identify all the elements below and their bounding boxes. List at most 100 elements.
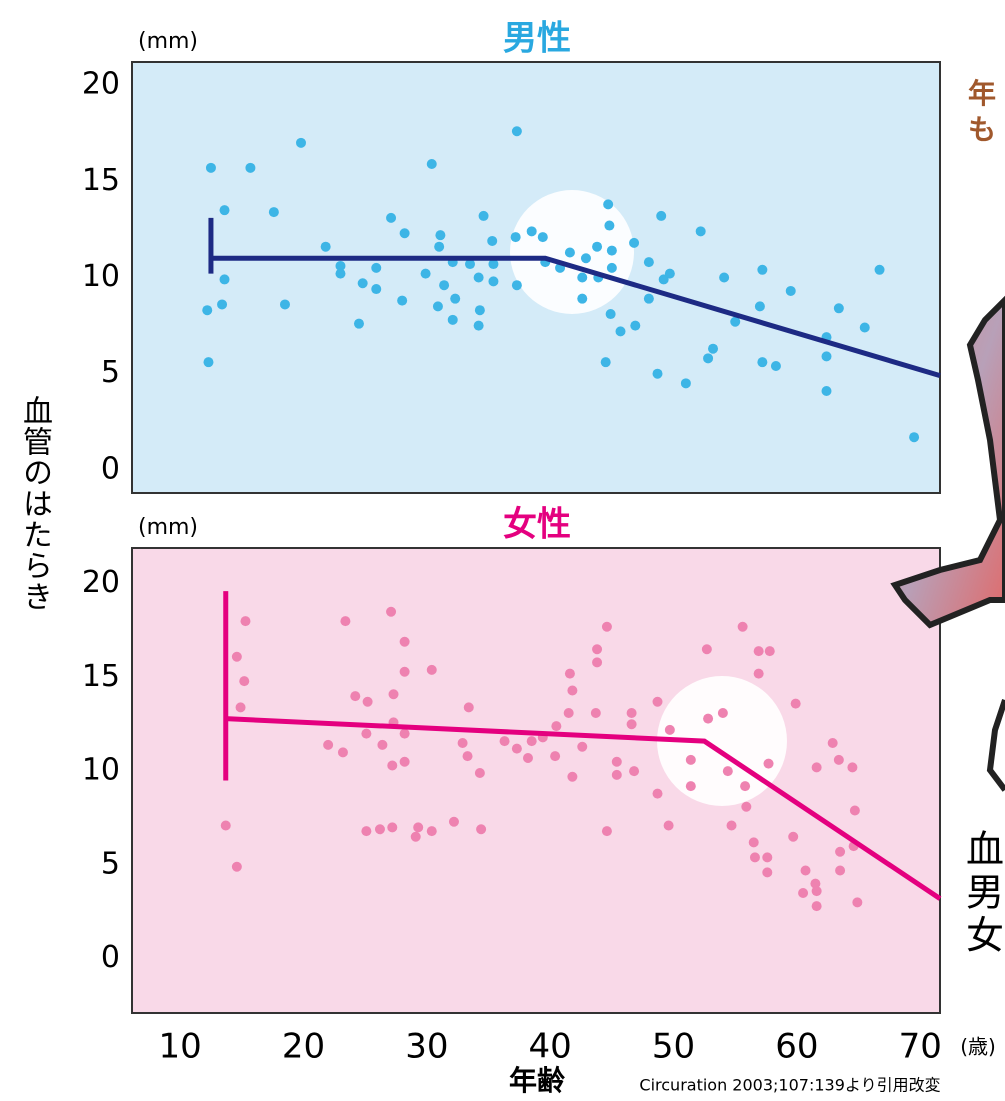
point [726,820,737,831]
point [859,322,870,333]
point [701,644,712,655]
point [833,303,844,314]
point [790,698,801,709]
point [749,852,760,863]
trend-line [210,255,941,379]
x-tick-label: 60 [775,1027,818,1067]
point [357,278,368,289]
point [203,357,214,368]
y-unit: (mm) [138,515,198,540]
point [656,210,667,221]
point [511,280,522,291]
point [377,739,388,750]
artery-illustration [986,699,1005,792]
point [685,754,696,765]
panel [131,547,941,1014]
point [239,676,250,687]
point [323,739,334,750]
point [205,162,216,173]
point [488,276,499,287]
point [811,901,822,912]
point [722,766,733,777]
point [652,696,663,707]
point [478,210,489,221]
point [563,708,574,718]
side-text: 血 [966,828,1004,872]
point [399,666,410,677]
point [603,199,614,210]
point [629,237,640,248]
point [741,801,752,812]
point [626,708,637,718]
point [448,816,459,827]
point [439,280,450,291]
point [340,616,351,627]
point [462,751,473,762]
point [629,766,640,777]
point [821,351,832,362]
artery-illustration [890,295,1005,629]
x-tick-label: 10 [158,1027,201,1067]
point [362,696,373,707]
point [219,205,230,216]
point [811,886,822,897]
point [663,820,674,831]
x-unit: (歳) [960,1035,996,1059]
point [463,702,474,713]
point [604,220,615,231]
point [240,616,251,627]
point [703,713,714,724]
y-tick-label: 20 [82,67,120,102]
point [432,301,443,312]
point [703,353,714,364]
point [219,274,230,285]
point [473,320,484,331]
point [510,232,521,243]
point [526,736,537,747]
point [719,272,730,283]
x-tick-label: 70 [899,1027,942,1067]
point [217,299,228,310]
point [835,865,846,876]
point [426,158,437,169]
point [730,316,741,327]
point [606,262,617,273]
point [426,826,437,837]
side-text: 年 [968,77,996,110]
point [268,207,279,218]
point [764,646,775,657]
point [695,226,706,237]
point [397,295,408,306]
y-tick-label: 10 [82,753,120,788]
point [847,762,858,773]
x-tick-label: 20 [282,1027,325,1067]
point [337,747,348,758]
point [874,264,885,275]
point [611,756,622,767]
point [220,820,231,831]
x-tick-label: 50 [652,1027,695,1067]
point [353,318,364,329]
point [708,343,719,354]
point [821,386,832,397]
point [361,826,372,837]
point [279,299,290,310]
side-text: 女 [966,914,1004,958]
point [426,664,437,675]
point [399,228,410,239]
point [435,230,446,241]
point [652,368,663,379]
point [664,724,675,735]
x-tick-label: 30 [405,1027,448,1067]
point [474,768,485,778]
point [757,357,768,368]
y-tick-label: 10 [82,259,120,294]
point [522,753,533,763]
point [231,861,242,872]
point [296,137,307,148]
point [387,822,398,833]
point [852,897,863,908]
point [909,432,920,443]
point [551,721,562,732]
